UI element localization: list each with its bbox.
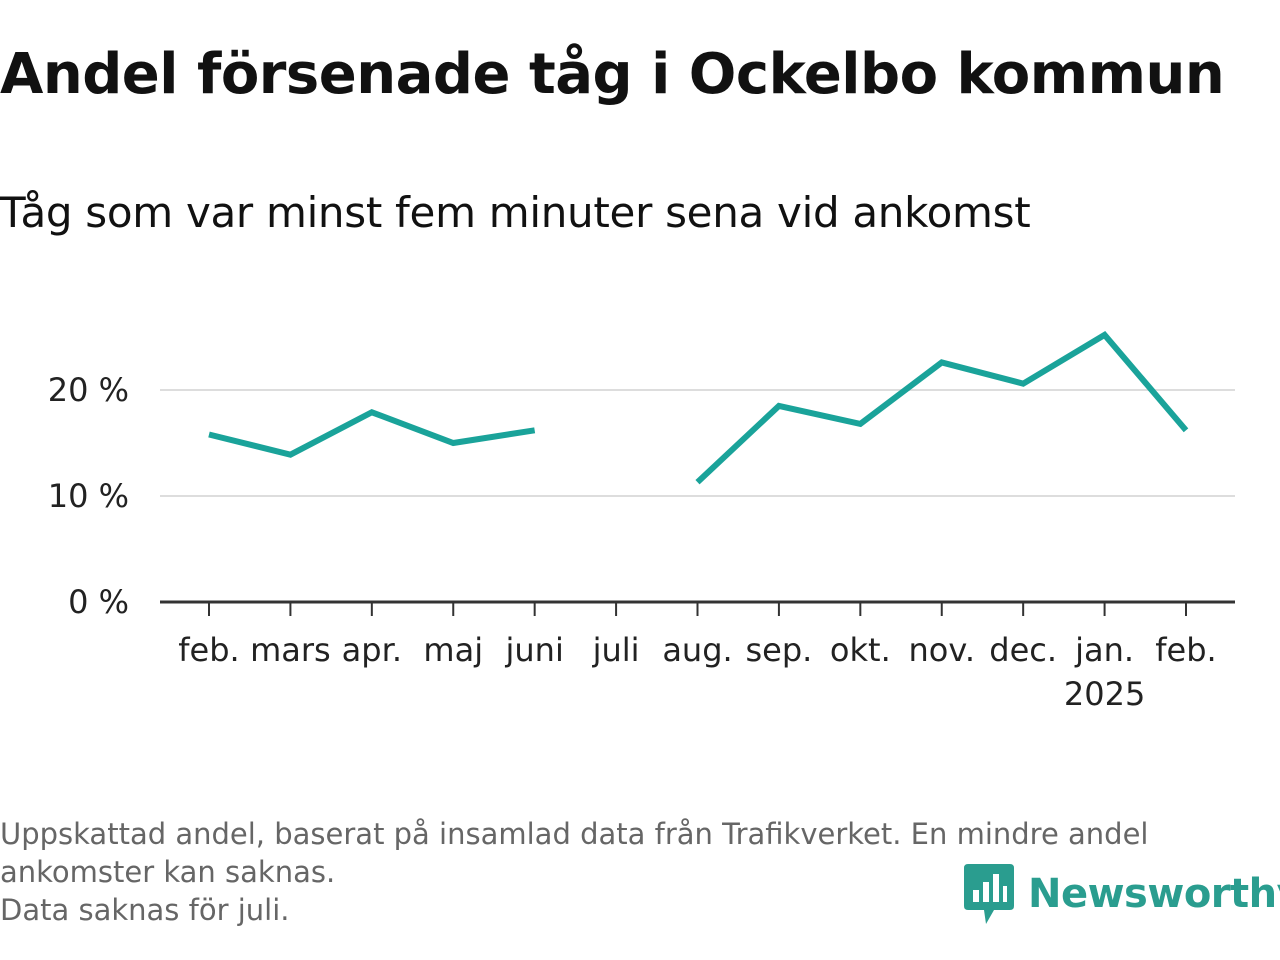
brand: Newsworthy (964, 864, 1280, 924)
y-axis: 0 % 10 % 20 % (48, 371, 129, 621)
x-tick-label: mars (250, 631, 331, 669)
y-tick-label: 20 % (48, 371, 129, 409)
series-line (695, 331, 1189, 485)
grid-lines (160, 389, 1235, 497)
series-lines (208, 331, 1189, 485)
x-tick-label: okt. (830, 631, 891, 669)
footnote: Uppskattad andel, baserat på insamlad da… (0, 815, 1260, 929)
brand-name: Newsworthy (1028, 871, 1280, 917)
x-tick-label: juni (504, 631, 563, 669)
x-tick-label: sep. (745, 631, 812, 669)
x-tick-label: jan. (1074, 631, 1134, 669)
chart-subtitle: Tåg som var minst fem minuter sena vid a… (0, 188, 1031, 237)
chart-title: Andel försenade tåg i Ockelbo kommun (0, 42, 1225, 107)
y-tick-label: 0 % (68, 583, 129, 621)
x-tick-label: maj (423, 631, 483, 669)
x-tick-label: aug. (662, 631, 732, 669)
x-tick-label: nov. (909, 631, 975, 669)
x-axis: feb. mars apr. maj juni juli aug. sep. okt. nov. d… (160, 600, 1235, 713)
footnote-line: Data saknas för juli. (0, 893, 290, 927)
x-tick-label: juli (592, 631, 640, 669)
x-tick-label: dec. (989, 631, 1057, 669)
newsworthy-logo-icon (964, 864, 1014, 924)
x-tick-label: feb. (178, 631, 239, 669)
y-tick-label: 10 % (48, 477, 129, 515)
x-tick-label: apr. (342, 631, 402, 669)
x-year-label: 2025 (1064, 675, 1145, 713)
footnote-line: ankomster kan saknas. (0, 855, 336, 889)
series-line (208, 408, 536, 458)
footnote-line: Uppskattad andel, baserat på insamlad da… (0, 817, 1149, 851)
line-chart: 0 % 10 % 20 % feb. mars apr. maj juni juli aug. s… (48, 331, 1235, 713)
x-tick-label: feb. (1155, 631, 1216, 669)
